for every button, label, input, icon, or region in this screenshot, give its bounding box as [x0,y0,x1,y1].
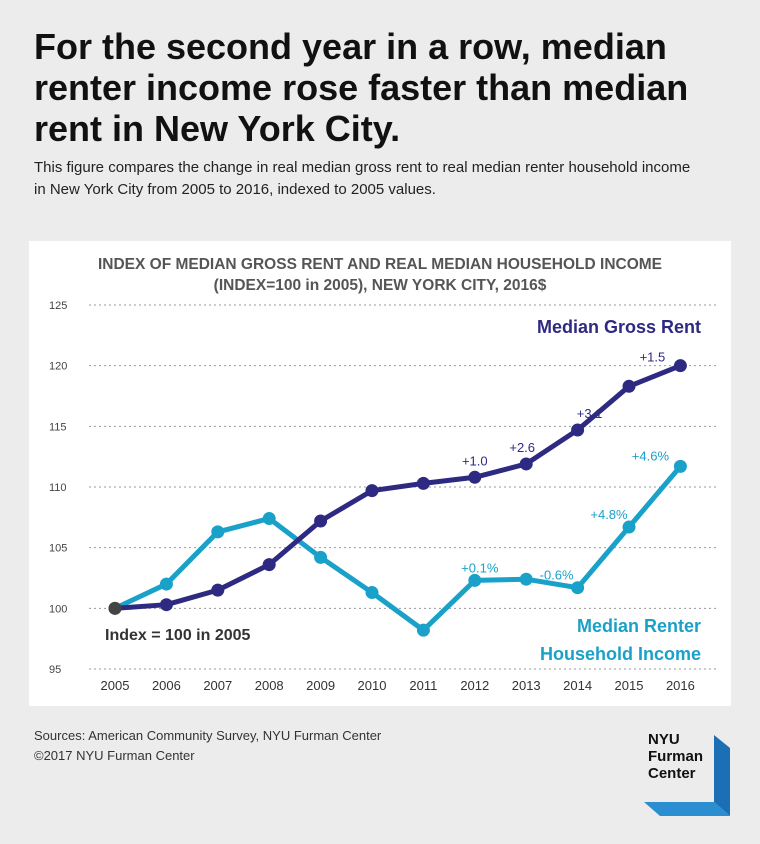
x-tick-label: 2005 [101,678,130,693]
rent-point [262,558,276,572]
income-point [314,550,328,564]
logo-line-1: NYU [648,731,680,748]
chart-title-line2: (INDEX=100 in 2005), NEW YORK CITY, 2016… [214,277,547,294]
rent-point [571,423,585,437]
x-tick-label: 2010 [358,678,387,693]
y-tick-label: 125 [49,300,67,312]
income-point [262,512,276,526]
y-tick-label: 110 [49,482,67,494]
rent-point [673,359,687,373]
y-tick-label: 115 [49,421,67,433]
x-tick-label: 2016 [666,678,695,693]
income-point [519,572,533,586]
income-change-label: -0.6% [540,568,574,583]
rent-point [159,598,173,612]
x-tick-label: 2012 [460,678,489,693]
income-change-label: +0.1% [461,560,499,575]
x-tick-label: 2008 [255,678,284,693]
x-tick-label: 2009 [306,678,335,693]
x-tick-label: 2015 [615,678,644,693]
copyright-text: ©2017 NYU Furman Center [34,748,195,763]
x-tick-label: 2014 [563,678,592,693]
logo-mark [644,735,730,816]
series: +0.1% -0.6% +4.8% +4.6% +1.0 +2.6 +3.1 +1.5 [108,350,687,637]
rent-point [314,514,328,528]
rent-point [416,476,430,490]
rent-change-label: +1.5 [640,350,666,365]
rent-point [622,379,636,393]
rent-point [108,601,122,615]
logo-text: NYU Furman Center [648,731,703,782]
rent-change-label: +1.0 [462,453,488,468]
legend-income-label-line2: Household Income [540,644,701,664]
x-tick-label: 2011 [409,678,437,693]
x-tick-label: 2013 [512,678,541,693]
grid: 95 100 105 110 115 120 125 2005 2006 2007 2008 2009… [49,300,717,693]
income-point [211,525,225,539]
x-tick-label: 2006 [152,678,181,693]
footer: Sources: American Community Survey, NYU … [34,726,381,766]
legend-income-label-line1: Median Renter [577,616,701,636]
income-line [113,464,683,633]
rent-change-label: +2.6 [509,440,535,455]
rent-point [211,583,225,597]
logo-line-2: Furman [648,748,704,765]
legend-rent-label: Median Gross Rent [537,317,701,337]
income-point [622,520,636,534]
logo-line-3: Center [648,765,696,782]
income-point [159,577,173,591]
headline: For the second year in a row, median ren… [34,26,689,149]
chart-title-line1: INDEX OF MEDIAN GROSS RENT AND REAL MEDI… [98,256,662,273]
income-point [468,573,482,587]
income-point [571,581,585,595]
rent-point [519,457,533,471]
rent-point [365,484,379,498]
subtitle: This figure compares the change in real … [34,159,691,198]
income-point [365,586,379,600]
y-tick-label: 120 [49,361,67,373]
line-chart: INDEX OF MEDIAN GROSS RENT AND REAL MEDI… [49,256,717,693]
rent-line [114,363,682,611]
y-tick-label: 100 [49,603,67,615]
y-tick-label: 105 [49,543,67,555]
sources-text: Sources: American Community Survey, NYU … [34,728,382,743]
x-tick-label: 2007 [203,678,232,693]
income-point [673,459,687,473]
chart-card: INDEX OF MEDIAN GROSS RENT AND REAL MEDI… [29,241,731,706]
income-change-label: +4.8% [590,507,628,522]
income-change-label: +4.6% [632,448,670,463]
rent-change-label: +3.1 [577,406,603,421]
income-point [416,623,430,637]
rent-point [468,470,482,484]
base-index-label: Index = 100 in 2005 [105,627,251,644]
y-tick-label: 95 [49,664,61,676]
